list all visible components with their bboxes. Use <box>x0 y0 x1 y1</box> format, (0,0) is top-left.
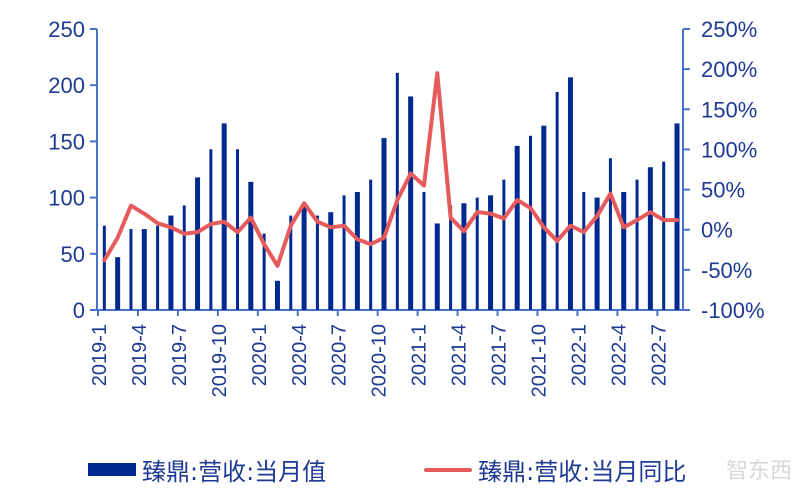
bar <box>274 280 280 310</box>
bar <box>102 225 106 310</box>
x-tick-label: 2021-7 <box>489 324 511 386</box>
x-tick-label: 2019-7 <box>169 324 191 386</box>
x-tick-label: 2020-10 <box>369 324 391 397</box>
right-tick-label: -100% <box>701 298 765 323</box>
right-tick-label: 150% <box>701 97 757 122</box>
line-swatch-icon <box>424 467 473 472</box>
bar <box>647 167 653 310</box>
watermark-logo: 智东西 <box>725 459 792 484</box>
bar <box>301 205 307 310</box>
right-tick-label: 250% <box>701 17 757 42</box>
right-tick-label: 50% <box>701 178 745 203</box>
bar <box>502 179 506 310</box>
left-tick-label: 0 <box>73 298 85 323</box>
bar-swatch-icon <box>88 463 136 476</box>
bar <box>514 145 520 310</box>
x-tick-label: 2019-4 <box>129 324 151 386</box>
bar <box>315 215 319 310</box>
bar <box>141 229 147 310</box>
bar <box>195 177 201 310</box>
bar <box>354 191 360 310</box>
bar <box>582 191 586 310</box>
bar <box>608 158 612 310</box>
bar <box>422 191 426 310</box>
right-tick-label: 0% <box>701 218 733 243</box>
bar <box>381 138 387 310</box>
bar <box>488 195 494 310</box>
right-tick-label: 100% <box>701 137 757 162</box>
bar <box>662 161 666 310</box>
legend-item-yoy: 臻鼎:营收:当月同比 <box>424 452 686 487</box>
bar <box>594 197 600 310</box>
right-tick-label: 200% <box>701 57 757 82</box>
bar <box>461 203 467 310</box>
right-tick-label: -50% <box>701 258 752 283</box>
x-tick-label: 2022-4 <box>608 324 630 386</box>
bar <box>541 125 547 310</box>
bar <box>129 229 133 310</box>
bar <box>408 96 414 310</box>
combo-chart: 0 50 100 150 200 250 -100% -50% 0% 50% 100% 150% 200… <box>48 17 765 397</box>
x-tick-label: 2022-1 <box>568 324 590 386</box>
legend-label-yoy: 臻鼎:营收:当月同比 <box>478 458 687 486</box>
bar <box>635 179 639 310</box>
left-tick-label: 250 <box>48 17 85 42</box>
bar <box>156 225 160 310</box>
bar <box>209 149 213 310</box>
bar <box>262 233 266 310</box>
yoy-line <box>102 71 680 268</box>
bar <box>115 257 121 310</box>
bar <box>342 195 346 310</box>
legend-item-monthly-value: 臻鼎:营收:当月值 <box>88 452 326 487</box>
x-tick-label: 2021-4 <box>449 324 471 386</box>
x-tick-label: 2019-10 <box>209 324 231 397</box>
bar <box>449 205 453 310</box>
bar <box>221 123 227 310</box>
bar <box>289 215 293 310</box>
bar <box>475 197 479 310</box>
x-tick-label: 2022-7 <box>648 324 670 386</box>
x-tick-label: 2019-1 <box>89 324 111 386</box>
x-tick-label: 2020-7 <box>329 324 351 386</box>
bar <box>248 181 254 310</box>
bar <box>674 123 680 310</box>
x-tick-label: 2020-4 <box>289 324 311 386</box>
x-tick-label: 2021-1 <box>409 324 431 386</box>
x-tick-label: 2020-1 <box>249 324 271 386</box>
bar <box>567 77 573 310</box>
bar <box>555 91 559 310</box>
left-tick-label: 50 <box>61 242 85 267</box>
bar <box>182 205 186 310</box>
left-tick-label: 200 <box>48 73 85 98</box>
bar <box>529 135 533 310</box>
bar <box>328 212 334 310</box>
bar <box>168 215 174 310</box>
bar <box>621 191 627 310</box>
legend: 臻鼎:营收:当月值 臻鼎:营收:当月同比 <box>88 452 718 487</box>
left-tick-label: 150 <box>48 129 85 154</box>
bar <box>395 72 399 310</box>
x-tick-label: 2021-10 <box>529 324 551 397</box>
left-tick-label: 100 <box>48 186 85 211</box>
bar <box>434 223 440 310</box>
legend-label-monthly-value: 臻鼎:营收:当月值 <box>142 458 327 486</box>
